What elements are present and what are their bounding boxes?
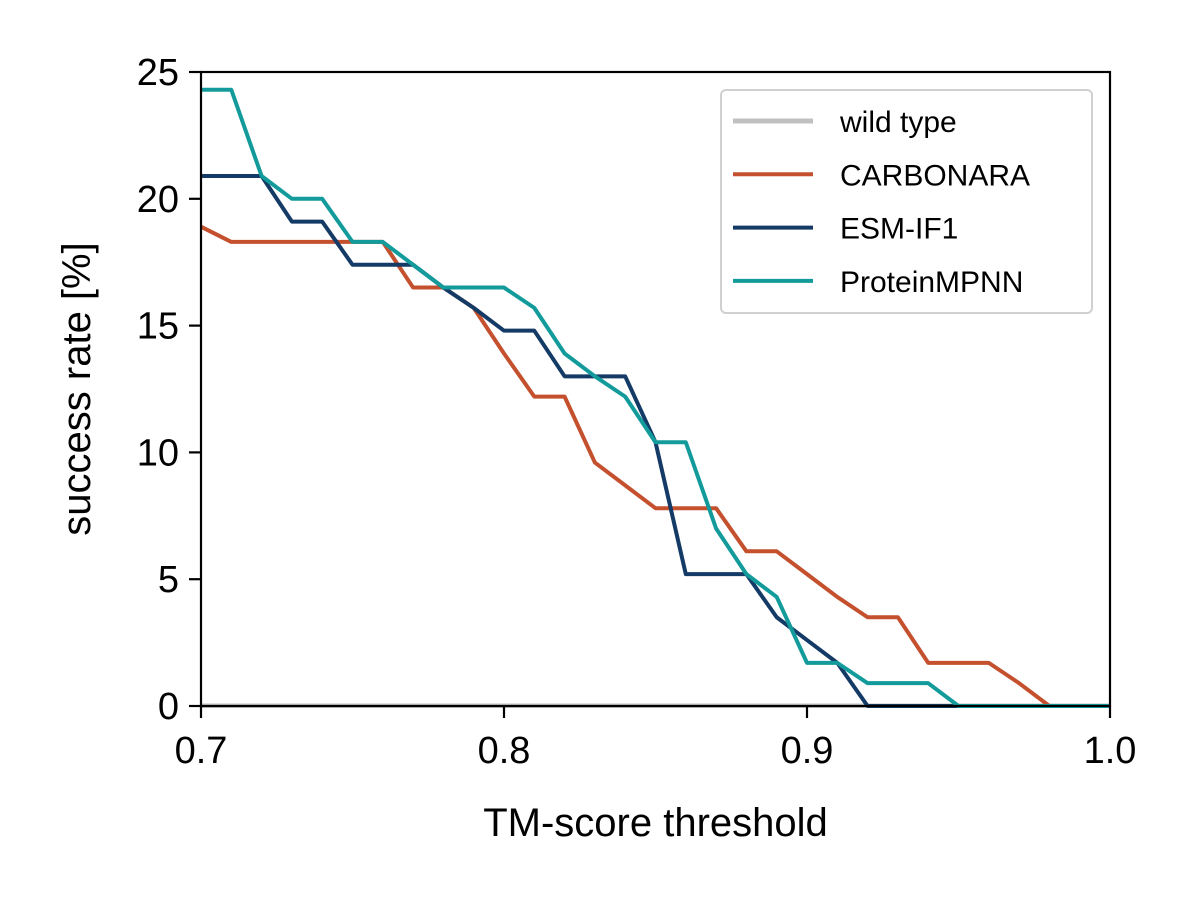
legend-label: ESM-IF1	[840, 213, 958, 246]
legend-label: ProteinMPNN	[840, 266, 1023, 299]
y-axis: 0 5 10 15 20 25	[137, 52, 201, 728]
y-axis-label: success rate [%]	[55, 242, 99, 535]
x-tick-label: 0.8	[478, 730, 531, 772]
y-tick-label: 20	[137, 179, 179, 221]
legend-label: wild type	[839, 106, 957, 139]
legend-label: CARBONARA	[840, 159, 1030, 192]
x-tick-label: 0.9	[781, 730, 834, 772]
x-axis: 0.7 0.8 0.9 1.0	[175, 706, 1137, 772]
y-tick-label: 10	[137, 432, 179, 474]
legend-box	[720, 89, 1093, 314]
legend: wild type CARBONARA ESM-IF1 ProteinMPNN	[720, 89, 1093, 314]
x-axis-label: TM-score threshold	[483, 801, 828, 845]
x-tick-label: 0.7	[175, 730, 228, 772]
y-tick-label: 0	[158, 686, 179, 728]
x-tick-label: 1.0	[1084, 730, 1137, 772]
y-tick-label: 5	[158, 559, 179, 601]
y-tick-label: 15	[137, 306, 179, 348]
plot-frame	[199, 70, 1112, 708]
y-tick-label: 25	[137, 52, 179, 94]
